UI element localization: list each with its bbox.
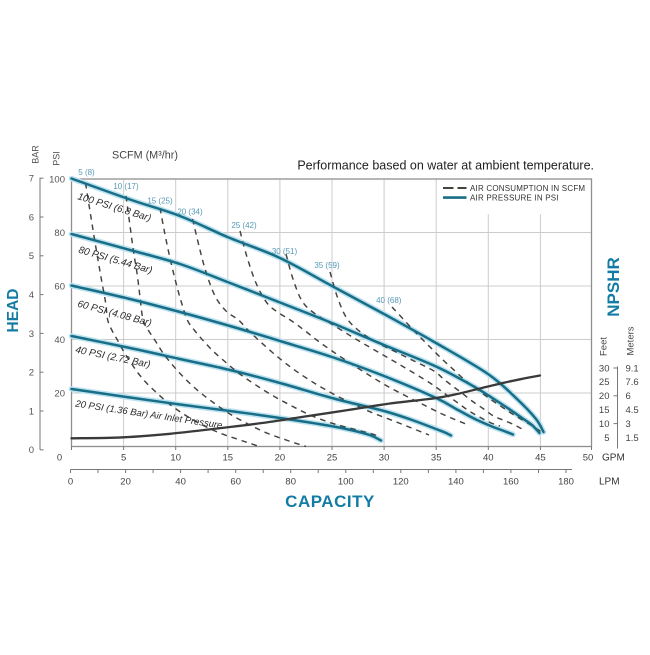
svg-text:30: 30 xyxy=(599,363,610,374)
svg-text:50: 50 xyxy=(583,452,594,463)
svg-text:180: 180 xyxy=(558,477,574,488)
svg-text:0: 0 xyxy=(68,477,73,488)
svg-text:20: 20 xyxy=(275,452,286,463)
svg-text:45: 45 xyxy=(535,452,546,463)
svg-text:100: 100 xyxy=(338,477,354,488)
svg-text:15: 15 xyxy=(223,452,234,463)
svg-text:6: 6 xyxy=(29,212,34,223)
svg-text:20: 20 xyxy=(599,391,610,402)
svg-text:9.1: 9.1 xyxy=(626,363,639,374)
svg-text:7: 7 xyxy=(29,174,34,185)
svg-text:Meters: Meters xyxy=(626,326,637,355)
svg-text:5: 5 xyxy=(121,452,126,463)
svg-text:SCFM (M³/hr): SCFM (M³/hr) xyxy=(112,150,178,162)
svg-text:Performance based on water at: Performance based on water at ambient te… xyxy=(297,159,594,173)
svg-text:5: 5 xyxy=(29,251,34,262)
svg-text:30: 30 xyxy=(379,452,390,463)
svg-text:40 (68): 40 (68) xyxy=(376,296,402,305)
svg-text:3: 3 xyxy=(626,419,631,430)
svg-text:25 (42): 25 (42) xyxy=(231,221,257,230)
svg-text:3: 3 xyxy=(29,329,34,340)
svg-text:20: 20 xyxy=(54,388,65,399)
svg-text:1.5: 1.5 xyxy=(626,433,639,444)
svg-text:20 (34): 20 (34) xyxy=(177,208,203,217)
svg-text:40: 40 xyxy=(483,452,494,463)
svg-text:5: 5 xyxy=(604,433,609,444)
svg-text:Feet: Feet xyxy=(599,337,610,356)
svg-text:140: 140 xyxy=(448,477,464,488)
svg-text:PSI: PSI xyxy=(52,151,62,166)
svg-text:4: 4 xyxy=(29,290,34,301)
svg-text:NPSHR: NPSHR xyxy=(604,257,623,317)
svg-text:7.6: 7.6 xyxy=(626,377,639,388)
svg-text:2: 2 xyxy=(29,368,34,379)
svg-text:40: 40 xyxy=(175,477,186,488)
svg-text:35: 35 xyxy=(431,452,442,463)
svg-text:25: 25 xyxy=(599,377,610,388)
svg-text:100: 100 xyxy=(49,174,65,185)
svg-text:5 (8): 5 (8) xyxy=(78,168,95,177)
svg-text:120: 120 xyxy=(393,477,409,488)
svg-text:CAPACITY: CAPACITY xyxy=(285,492,375,511)
svg-text:0: 0 xyxy=(57,452,62,463)
svg-text:AIR PRESSURE IN PSI: AIR PRESSURE IN PSI xyxy=(470,193,559,202)
svg-text:10: 10 xyxy=(170,452,181,463)
svg-text:60: 60 xyxy=(54,281,65,292)
svg-text:60: 60 xyxy=(230,477,241,488)
svg-text:6: 6 xyxy=(626,391,631,402)
svg-text:40: 40 xyxy=(54,335,65,346)
svg-text:10 (17): 10 (17) xyxy=(113,182,139,191)
svg-text:GPM: GPM xyxy=(602,452,625,463)
svg-text:15 (25): 15 (25) xyxy=(147,197,173,206)
svg-text:4.5: 4.5 xyxy=(626,405,639,416)
svg-text:15: 15 xyxy=(599,405,610,416)
svg-text:1: 1 xyxy=(29,406,34,417)
svg-text:10: 10 xyxy=(599,419,610,430)
svg-text:80: 80 xyxy=(54,228,65,239)
svg-text:20: 20 xyxy=(120,477,131,488)
svg-text:LPM: LPM xyxy=(599,477,620,488)
svg-text:AIR CONSUMPTION IN SCFM: AIR CONSUMPTION IN SCFM xyxy=(470,184,585,193)
svg-text:30 (51): 30 (51) xyxy=(272,247,298,256)
svg-text:BAR: BAR xyxy=(31,145,41,164)
svg-text:160: 160 xyxy=(503,477,519,488)
svg-text:0: 0 xyxy=(29,445,34,456)
svg-text:HEAD: HEAD xyxy=(5,289,22,333)
svg-text:25: 25 xyxy=(327,452,338,463)
svg-text:80: 80 xyxy=(285,477,296,488)
svg-text:35 (59): 35 (59) xyxy=(314,261,340,270)
